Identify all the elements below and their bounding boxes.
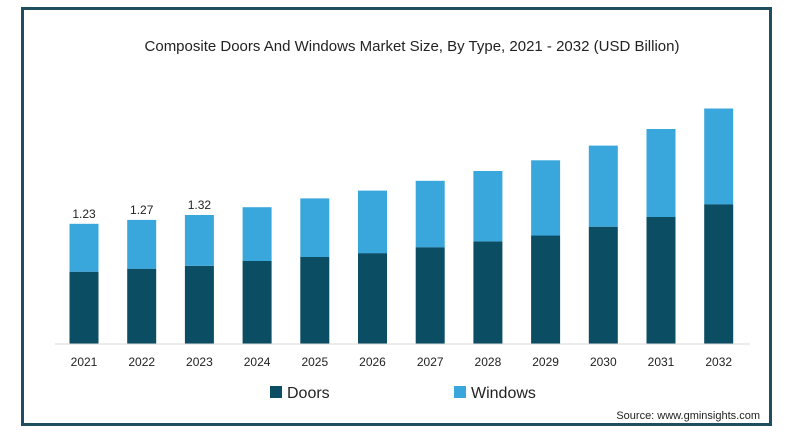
x-tick-label-2027: 2027 (417, 355, 444, 369)
bar-windows-2028 (473, 171, 503, 242)
bar-windows-2021 (69, 223, 99, 272)
x-tick-label-2031: 2031 (648, 355, 675, 369)
x-tick-label-2028: 2028 (475, 355, 502, 369)
data-labels: 1.23 1.27 1.32 (72, 198, 211, 221)
bar-doors-2022 (127, 268, 157, 344)
bars-group (69, 108, 734, 344)
bar-windows-2025 (300, 198, 330, 257)
legend-swatch-doors (270, 386, 282, 398)
bar-windows-2022 (127, 219, 157, 269)
x-tick-label-2022: 2022 (128, 355, 155, 369)
bar-windows-2027 (415, 180, 445, 248)
bar-windows-2026 (358, 190, 387, 254)
data-label-2021: 1.23 (72, 207, 96, 221)
bar-doors-2023 (184, 265, 214, 344)
x-tick-label-2032: 2032 (705, 355, 732, 369)
bar-doors-2021 (69, 271, 99, 344)
bar-windows-2032 (704, 108, 734, 205)
bar-windows-2023 (184, 215, 214, 266)
bar-windows-2024 (242, 207, 272, 261)
bar-doors-2031 (646, 216, 676, 344)
legend-swatch-windows (454, 386, 466, 398)
x-axis-ticks: 2021 2022 2023 2024 2025 2026 2027 2028 2029 2030… (71, 355, 733, 369)
bar-doors-2029 (531, 235, 561, 344)
x-tick-label-2024: 2024 (244, 355, 271, 369)
bar-windows-2030 (588, 145, 618, 227)
bar-windows-2029 (531, 160, 561, 236)
bar-doors-2027 (415, 247, 445, 344)
data-label-2022: 1.27 (130, 203, 154, 217)
data-label-2023: 1.32 (188, 198, 212, 212)
x-tick-label-2023: 2023 (186, 355, 213, 369)
source-note: Source: www.gminsights.com (616, 410, 760, 422)
legend-label-windows: Windows (471, 385, 536, 402)
chart-title: Composite Doors And Windows Market Size,… (145, 38, 680, 55)
x-tick-label-2026: 2026 (359, 355, 386, 369)
legend-label-doors: Doors (287, 385, 330, 402)
x-tick-label-2030: 2030 (590, 355, 617, 369)
bar-doors-2032 (704, 204, 734, 344)
legend: Doors Windows (270, 385, 536, 402)
bar-doors-2025 (300, 257, 330, 344)
bar-doors-2028 (473, 241, 503, 344)
x-tick-label-2025: 2025 (301, 355, 328, 369)
bar-doors-2026 (358, 253, 387, 344)
x-tick-label-2029: 2029 (532, 355, 559, 369)
x-tick-label-2021: 2021 (71, 355, 98, 369)
bar-doors-2024 (242, 260, 272, 344)
bar-windows-2031 (646, 129, 676, 217)
bar-doors-2030 (588, 226, 618, 344)
